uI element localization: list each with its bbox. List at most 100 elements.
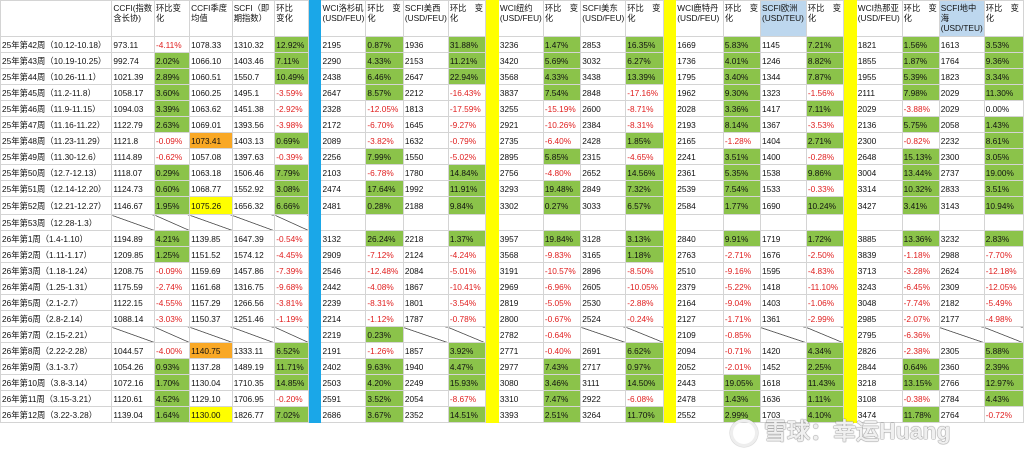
data-cell[interactable]: 1251.46 bbox=[231, 310, 276, 327]
data-cell[interactable]: 5.39% bbox=[901, 68, 940, 85]
column-header[interactable]: 环比 变化 bbox=[542, 0, 582, 37]
data-cell[interactable]: 1078.33 bbox=[189, 36, 233, 53]
data-cell[interactable]: 2848 bbox=[580, 84, 627, 101]
data-cell[interactable]: 2058 bbox=[938, 116, 985, 133]
data-cell[interactable] bbox=[447, 326, 487, 343]
data-cell[interactable]: 2624 bbox=[938, 262, 985, 279]
column-separator[interactable] bbox=[843, 230, 857, 247]
data-cell[interactable]: 3957 bbox=[497, 230, 544, 247]
data-cell[interactable]: -12.48% bbox=[365, 262, 404, 279]
data-cell[interactable]: -1.26% bbox=[365, 342, 404, 359]
data-cell[interactable]: 14.50% bbox=[625, 374, 664, 391]
column-separator[interactable] bbox=[485, 230, 499, 247]
data-cell[interactable]: -0.09% bbox=[153, 262, 191, 279]
data-cell[interactable]: 8.82% bbox=[805, 52, 845, 69]
column-separator[interactable] bbox=[662, 100, 677, 117]
data-cell[interactable]: 0.87% bbox=[365, 36, 404, 53]
data-cell[interactable]: -0.79% bbox=[447, 132, 487, 149]
data-cell[interactable]: 1.11% bbox=[805, 390, 845, 407]
data-cell[interactable]: 10.49% bbox=[274, 68, 309, 85]
data-cell[interactable]: 2686 bbox=[320, 406, 367, 423]
week-label-cell[interactable]: 25年第46周（11.9-11.15） bbox=[0, 100, 113, 117]
data-cell[interactable]: 1124.73 bbox=[111, 180, 155, 197]
data-cell[interactable] bbox=[722, 214, 761, 231]
data-cell[interactable]: 2214 bbox=[320, 310, 367, 327]
data-cell[interactable]: 1054.26 bbox=[111, 358, 155, 375]
data-cell[interactable]: 1146.67 bbox=[111, 196, 155, 215]
data-cell[interactable]: 2428 bbox=[580, 132, 627, 149]
column-separator[interactable] bbox=[843, 100, 857, 117]
data-cell[interactable]: -9.68% bbox=[274, 278, 309, 295]
data-cell[interactable]: 2111 bbox=[855, 84, 903, 101]
data-cell[interactable]: 3004 bbox=[855, 164, 903, 181]
data-cell[interactable]: 1151.52 bbox=[189, 246, 233, 263]
data-cell[interactable]: 1044.57 bbox=[111, 342, 155, 359]
data-cell[interactable]: -4.55% bbox=[153, 294, 191, 311]
column-separator[interactable] bbox=[662, 374, 677, 391]
data-cell[interactable]: 2029 bbox=[855, 100, 903, 117]
data-cell[interactable]: 2.89% bbox=[153, 68, 191, 85]
data-cell[interactable]: 1.64% bbox=[153, 406, 191, 423]
data-cell[interactable]: 1417 bbox=[759, 100, 807, 117]
data-cell[interactable]: 2977 bbox=[497, 358, 544, 375]
data-cell[interactable]: -9.04% bbox=[722, 294, 761, 311]
column-separator[interactable] bbox=[843, 36, 857, 53]
data-cell[interactable]: 2305 bbox=[938, 342, 985, 359]
data-cell[interactable]: -9.83% bbox=[542, 246, 582, 263]
column-separator[interactable] bbox=[485, 68, 499, 85]
data-cell[interactable]: 0.27% bbox=[542, 196, 582, 215]
data-cell[interactable]: -2.74% bbox=[153, 278, 191, 295]
data-cell[interactable] bbox=[542, 214, 582, 231]
data-cell[interactable]: -2.92% bbox=[274, 100, 309, 117]
column-separator[interactable] bbox=[307, 132, 322, 149]
data-cell[interactable] bbox=[580, 326, 627, 343]
data-cell[interactable]: 1669 bbox=[675, 36, 724, 53]
data-cell[interactable] bbox=[901, 214, 940, 231]
column-separator[interactable] bbox=[307, 180, 322, 197]
week-label-cell[interactable]: 25年第45周（11.2-11.8） bbox=[0, 84, 113, 101]
data-cell[interactable]: -4.08% bbox=[365, 278, 404, 295]
data-cell[interactable]: 3837 bbox=[497, 84, 544, 101]
week-label-cell[interactable]: 25年第50周（12.7-12.13） bbox=[0, 164, 113, 181]
data-cell[interactable]: 14.51% bbox=[447, 406, 487, 423]
data-cell[interactable] bbox=[320, 214, 367, 231]
data-cell[interactable]: 1.43% bbox=[983, 116, 1024, 133]
data-cell[interactable]: 1.72% bbox=[805, 230, 845, 247]
data-cell[interactable]: 6.66% bbox=[274, 196, 309, 215]
column-header[interactable]: 环比 变化 bbox=[274, 0, 309, 37]
data-cell[interactable]: 1962 bbox=[675, 84, 724, 101]
column-separator[interactable] bbox=[485, 164, 499, 181]
column-separator[interactable] bbox=[307, 0, 322, 37]
data-cell[interactable]: 13.44% bbox=[901, 164, 940, 181]
data-cell[interactable]: 2605 bbox=[580, 278, 627, 295]
data-cell[interactable]: 10.24% bbox=[805, 196, 845, 215]
data-cell[interactable]: 5.85% bbox=[542, 148, 582, 165]
data-cell[interactable]: 2094 bbox=[675, 342, 724, 359]
data-cell[interactable]: 2.51% bbox=[542, 406, 582, 423]
data-cell[interactable]: 1367 bbox=[759, 116, 807, 133]
week-label-cell[interactable]: 25年第48周（11.23-11.29） bbox=[0, 132, 113, 149]
data-cell[interactable]: 2800 bbox=[497, 310, 544, 327]
data-cell[interactable]: 2315 bbox=[580, 148, 627, 165]
data-cell[interactable]: -7.39% bbox=[274, 262, 309, 279]
data-cell[interactable]: 4.01% bbox=[722, 52, 761, 69]
column-separator[interactable] bbox=[843, 214, 857, 231]
data-cell[interactable] bbox=[189, 214, 233, 231]
column-separator[interactable] bbox=[662, 132, 677, 149]
data-cell[interactable]: -3.88% bbox=[901, 100, 940, 117]
data-cell[interactable]: 3713 bbox=[855, 262, 903, 279]
data-cell[interactable]: 2844 bbox=[855, 358, 903, 375]
data-cell[interactable]: -7.70% bbox=[983, 246, 1024, 263]
data-cell[interactable]: -3.54% bbox=[447, 294, 487, 311]
data-cell[interactable]: 2652 bbox=[580, 164, 627, 181]
data-cell[interactable]: 2717 bbox=[580, 358, 627, 375]
column-separator[interactable] bbox=[843, 278, 857, 295]
data-cell[interactable]: 1120.61 bbox=[111, 390, 155, 407]
column-separator[interactable] bbox=[485, 294, 499, 311]
data-cell[interactable]: 9.36% bbox=[983, 52, 1024, 69]
data-cell[interactable] bbox=[580, 214, 627, 231]
data-cell[interactable]: 1159.69 bbox=[189, 262, 233, 279]
data-cell[interactable]: -10.41% bbox=[447, 278, 487, 295]
data-cell[interactable]: 19.05% bbox=[722, 374, 761, 391]
data-cell[interactable]: 2442 bbox=[320, 278, 367, 295]
